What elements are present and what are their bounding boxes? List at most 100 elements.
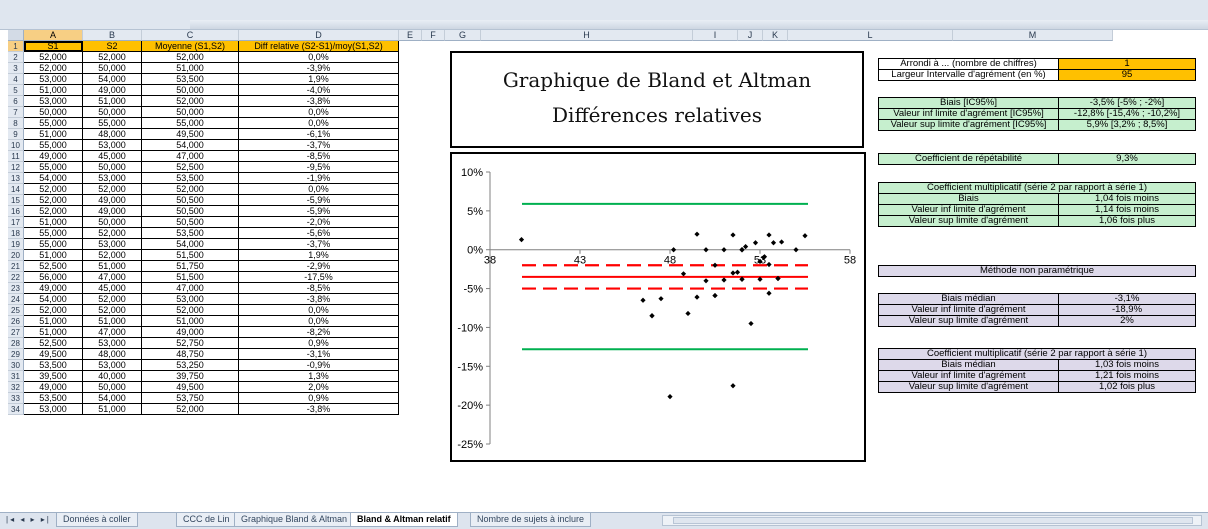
- table-cell[interactable]: 52,000: [142, 52, 239, 63]
- table-cell[interactable]: 53,500: [142, 228, 239, 239]
- table-cell[interactable]: -8,5%: [239, 283, 399, 294]
- row-header[interactable]: 6: [8, 96, 24, 107]
- table-cell[interactable]: 50,000: [142, 85, 239, 96]
- table-cell[interactable]: 53,000: [24, 96, 83, 107]
- table-cell[interactable]: -3,7%: [239, 140, 399, 151]
- table-cell[interactable]: 0,9%: [239, 338, 399, 349]
- column-header-k[interactable]: K: [763, 30, 788, 41]
- table-cell[interactable]: -2,0%: [239, 217, 399, 228]
- table-cell[interactable]: 0,0%: [239, 107, 399, 118]
- table-header-cell[interactable]: Diff relative (S2-S1)/moy(S1,S2): [239, 41, 399, 52]
- settings-value[interactable]: 95: [1058, 69, 1196, 81]
- table-cell[interactable]: 48,000: [83, 129, 142, 140]
- table-cell[interactable]: 52,000: [83, 184, 142, 195]
- table-cell[interactable]: 49,500: [24, 349, 83, 360]
- table-cell[interactable]: 40,000: [83, 371, 142, 382]
- table-cell[interactable]: 50,500: [142, 195, 239, 206]
- table-cell[interactable]: 0,0%: [239, 316, 399, 327]
- row-header[interactable]: 12: [8, 162, 24, 173]
- table-cell[interactable]: -17,5%: [239, 272, 399, 283]
- table-cell[interactable]: -3,8%: [239, 96, 399, 107]
- table-cell[interactable]: 49,500: [142, 129, 239, 140]
- table-cell[interactable]: 48,750: [142, 349, 239, 360]
- table-cell[interactable]: 0,0%: [239, 184, 399, 195]
- table-cell[interactable]: 54,000: [83, 74, 142, 85]
- table-cell[interactable]: -5,9%: [239, 195, 399, 206]
- table-cell[interactable]: 51,000: [24, 129, 83, 140]
- table-cell[interactable]: 55,000: [142, 118, 239, 129]
- table-cell[interactable]: 45,000: [83, 283, 142, 294]
- table-cell[interactable]: 49,000: [83, 195, 142, 206]
- table-cell[interactable]: 49,000: [142, 327, 239, 338]
- table-cell[interactable]: -8,5%: [239, 151, 399, 162]
- column-header-j[interactable]: J: [738, 30, 763, 41]
- table-cell[interactable]: 53,750: [142, 393, 239, 404]
- table-cell[interactable]: 1,9%: [239, 250, 399, 261]
- table-cell[interactable]: 50,000: [83, 382, 142, 393]
- table-cell[interactable]: 50,500: [142, 206, 239, 217]
- column-header-i[interactable]: I: [693, 30, 738, 41]
- row-header[interactable]: 17: [8, 217, 24, 228]
- column-header-d[interactable]: D: [239, 30, 399, 41]
- table-cell[interactable]: 51,000: [83, 316, 142, 327]
- column-header-e[interactable]: E: [399, 30, 422, 41]
- table-cell[interactable]: 52,000: [24, 305, 83, 316]
- table-cell[interactable]: 50,000: [83, 63, 142, 74]
- table-cell[interactable]: 51,000: [83, 261, 142, 272]
- table-cell[interactable]: 47,000: [83, 272, 142, 283]
- table-cell[interactable]: 52,000: [24, 195, 83, 206]
- table-cell[interactable]: -5,9%: [239, 206, 399, 217]
- sheet-nav-buttons[interactable]: |◂ ◂ ▸ ▸|: [6, 515, 51, 524]
- column-header-c[interactable]: C: [142, 30, 239, 41]
- table-cell[interactable]: 47,000: [142, 283, 239, 294]
- row-header[interactable]: 31: [8, 371, 24, 382]
- table-cell[interactable]: 51,750: [142, 261, 239, 272]
- table-cell[interactable]: 53,500: [142, 74, 239, 85]
- table-cell[interactable]: 52,000: [83, 294, 142, 305]
- column-header-a[interactable]: A: [24, 30, 83, 41]
- table-cell[interactable]: 51,000: [24, 85, 83, 96]
- table-cell[interactable]: 53,000: [83, 360, 142, 371]
- sheet-tab[interactable]: Graphique Bland & Altman: [234, 513, 355, 527]
- table-cell[interactable]: -8,2%: [239, 327, 399, 338]
- row-header[interactable]: 18: [8, 228, 24, 239]
- table-cell[interactable]: 55,000: [24, 162, 83, 173]
- column-header-l[interactable]: L: [788, 30, 953, 41]
- table-cell[interactable]: 49,000: [83, 206, 142, 217]
- table-cell[interactable]: 48,000: [83, 349, 142, 360]
- bland-altman-chart[interactable]: 10%5%0%-5%-10%-15%-20%-25%3843485358: [450, 152, 866, 462]
- chart-title-box[interactable]: Graphique de Bland et Altman Différences…: [450, 51, 864, 148]
- table-cell[interactable]: -2,9%: [239, 261, 399, 272]
- row-header[interactable]: 16: [8, 206, 24, 217]
- row-header[interactable]: 4: [8, 74, 24, 85]
- horizontal-scrollbar[interactable]: [662, 515, 1202, 526]
- table-cell[interactable]: 52,000: [142, 184, 239, 195]
- table-cell[interactable]: -0,9%: [239, 360, 399, 371]
- column-header-f[interactable]: F: [422, 30, 445, 41]
- table-cell[interactable]: 52,000: [142, 404, 239, 415]
- row-header[interactable]: 3: [8, 63, 24, 74]
- row-header[interactable]: 22: [8, 272, 24, 283]
- sheet-tab[interactable]: Données à coller: [56, 513, 138, 527]
- row-header[interactable]: 11: [8, 151, 24, 162]
- table-cell[interactable]: 53,500: [24, 360, 83, 371]
- sheet-tab[interactable]: CCC de Lin: [176, 513, 237, 527]
- table-cell[interactable]: 54,000: [142, 140, 239, 151]
- sheet-tab[interactable]: Bland & Altman relatif: [350, 513, 458, 527]
- table-cell[interactable]: 54,000: [142, 239, 239, 250]
- settings-value[interactable]: 1: [1058, 58, 1196, 70]
- table-cell[interactable]: 50,000: [142, 107, 239, 118]
- table-cell[interactable]: 52,500: [24, 261, 83, 272]
- row-header[interactable]: 23: [8, 283, 24, 294]
- table-cell[interactable]: 52,500: [142, 162, 239, 173]
- table-cell[interactable]: 52,000: [24, 184, 83, 195]
- table-cell[interactable]: 0,9%: [239, 393, 399, 404]
- row-header[interactable]: 25: [8, 305, 24, 316]
- row-header[interactable]: 14: [8, 184, 24, 195]
- table-cell[interactable]: 51,000: [24, 316, 83, 327]
- column-header-h[interactable]: H: [481, 30, 693, 41]
- scrollbar-thumb[interactable]: [673, 517, 1193, 524]
- table-cell[interactable]: -3,8%: [239, 404, 399, 415]
- table-cell[interactable]: 52,750: [142, 338, 239, 349]
